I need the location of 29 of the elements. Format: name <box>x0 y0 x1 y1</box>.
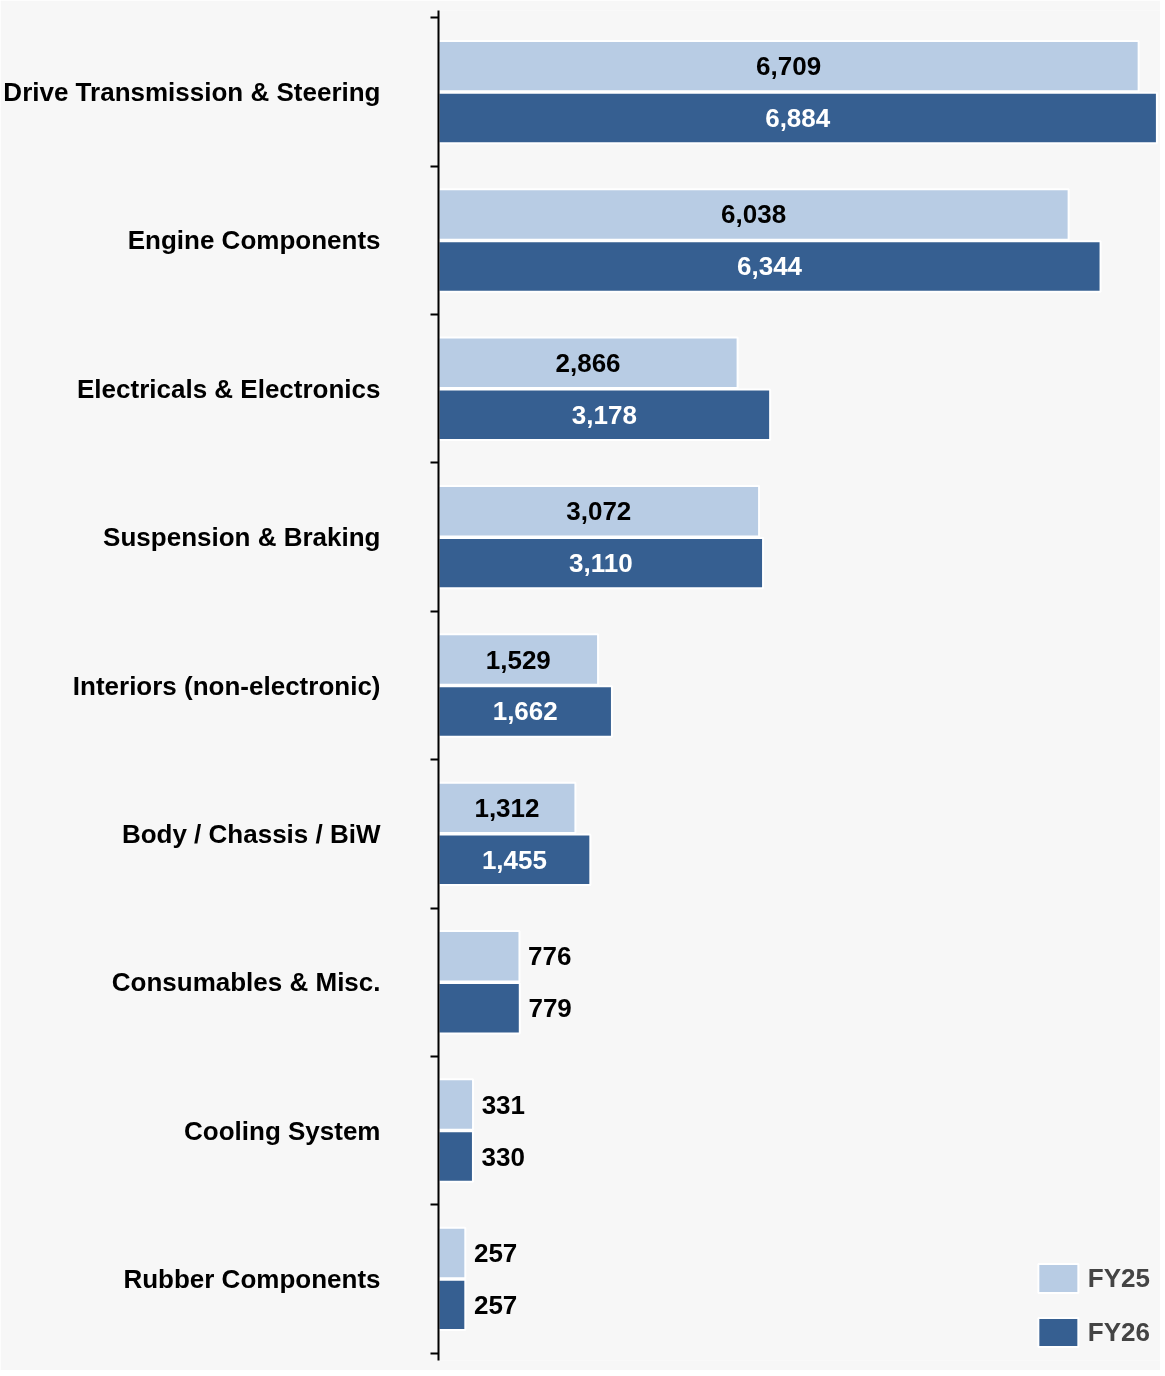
y-tick-label: Consumables & Misc. <box>111 967 381 998</box>
data-label: 6,344 <box>737 251 803 282</box>
data-label: 1,662 <box>492 696 558 727</box>
data-label: 1,529 <box>485 644 551 675</box>
data-label: 6,709 <box>756 51 822 82</box>
y-tick-label: Body / Chassis / BiW <box>121 818 381 849</box>
y-tick-label: Electricals & Electronics <box>77 373 381 404</box>
y-tick-label: Rubber Components <box>123 1263 381 1294</box>
y-tick-label: Cooling System <box>184 1115 381 1146</box>
data-label: 257 <box>473 1237 518 1268</box>
data-label: 6,884 <box>765 103 831 134</box>
data-label: 3,072 <box>566 496 632 527</box>
data-label: 1,312 <box>474 792 540 823</box>
data-label: 2,866 <box>555 347 621 378</box>
data-label: 776 <box>528 941 572 972</box>
legend-label: FY25 <box>1087 1262 1150 1294</box>
data-label: 3,178 <box>571 399 637 430</box>
data-label: 6,038 <box>721 199 787 230</box>
data-label: 779 <box>528 993 572 1024</box>
data-label: 257 <box>473 1289 518 1320</box>
y-tick-label: Drive Transmission & Steering <box>3 77 381 108</box>
y-tick-label: Interiors (non-electronic) <box>72 670 381 701</box>
data-label: 331 <box>481 1089 526 1120</box>
data-label: 1,455 <box>481 844 547 875</box>
y-tick-label: Engine Components <box>127 225 381 256</box>
data-label: 3,110 <box>568 548 633 579</box>
data-label: 330 <box>481 1141 525 1172</box>
legend-label: FY26 <box>1087 1316 1150 1348</box>
y-tick-label: Suspension & Braking <box>103 522 381 553</box>
